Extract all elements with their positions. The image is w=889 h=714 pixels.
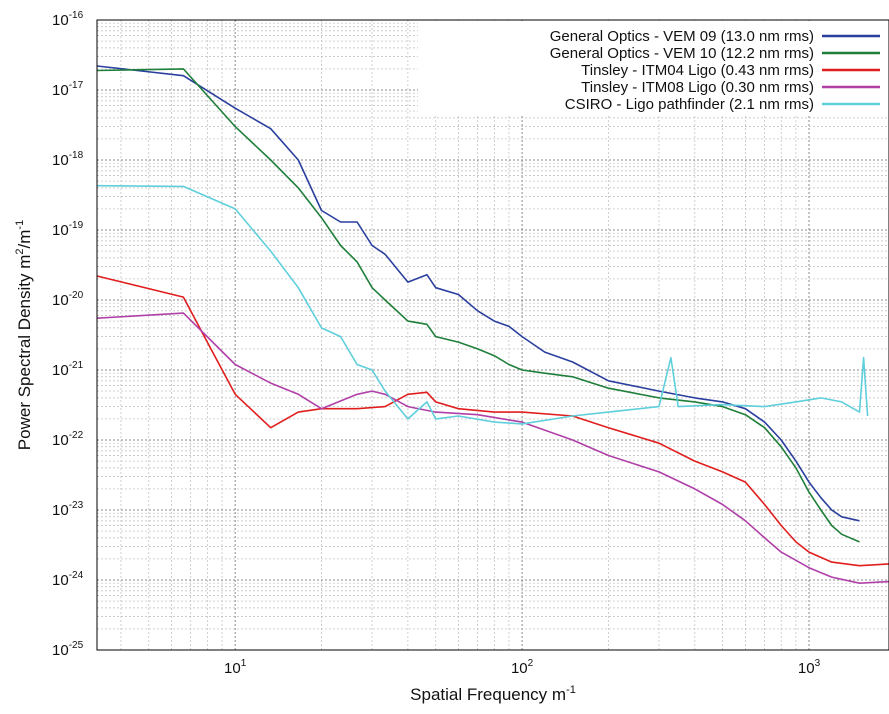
y-tick-label: 10-21 (52, 360, 84, 379)
x-tick-labels: 101 102 103 (224, 658, 821, 677)
legend-items: General Optics - VEM 09 (13.0 nm rms)Gen… (550, 28, 880, 113)
legend: General Optics - VEM 09 (13.0 nm rms)Gen… (418, 21, 888, 114)
x-tick-label: 103 (798, 658, 821, 677)
x-axis-label: Spatial Frequency m-1 (410, 684, 576, 704)
series-line-5 (96, 184, 869, 425)
plot-frame (96, 19, 889, 651)
y-tick-label: 10-16 (52, 10, 84, 29)
y-tick-label: 10-22 (52, 430, 84, 449)
x-tick-label: 101 (224, 658, 247, 677)
x-tick-label: 102 (511, 658, 534, 677)
y-tick-label: 10-19 (52, 220, 84, 239)
legend-box (418, 21, 888, 114)
y-tick-label: 10-25 (52, 640, 84, 659)
legend-label-2: General Optics - VEM 10 (12.2 nm rms) (550, 45, 814, 62)
grid-layer (97, 20, 889, 651)
y-tick-label: 10-23 (52, 500, 84, 519)
series-layer (96, 65, 889, 585)
legend-label-1: General Optics - VEM 09 (13.0 nm rms) (550, 28, 814, 45)
series-line-2 (96, 68, 860, 543)
y-axis-label: Power Spectral Density m2/m-1 (14, 220, 34, 450)
legend-label-5: CSIRO - Ligo pathfinder (2.1 nm rms) (565, 96, 814, 113)
legend-label-4: Tinsley - ITM08 Ligo (0.30 nm rms) (581, 79, 814, 96)
legend-label-3: Tinsley - ITM04 Ligo (0.43 nm rms) (581, 62, 814, 79)
series-line-3 (96, 275, 889, 567)
series-line-1 (96, 65, 860, 522)
y-tick-label: 10-24 (52, 570, 84, 589)
series-line-4 (96, 312, 889, 585)
y-tick-label: 10-20 (52, 290, 84, 309)
y-tick-label: 10-18 (52, 150, 84, 169)
y-tick-labels: 10-16 10-17 10-18 10-19 10-20 10-21 10-22 10-23… (52, 10, 84, 659)
y-tick-label: 10-17 (52, 80, 84, 99)
